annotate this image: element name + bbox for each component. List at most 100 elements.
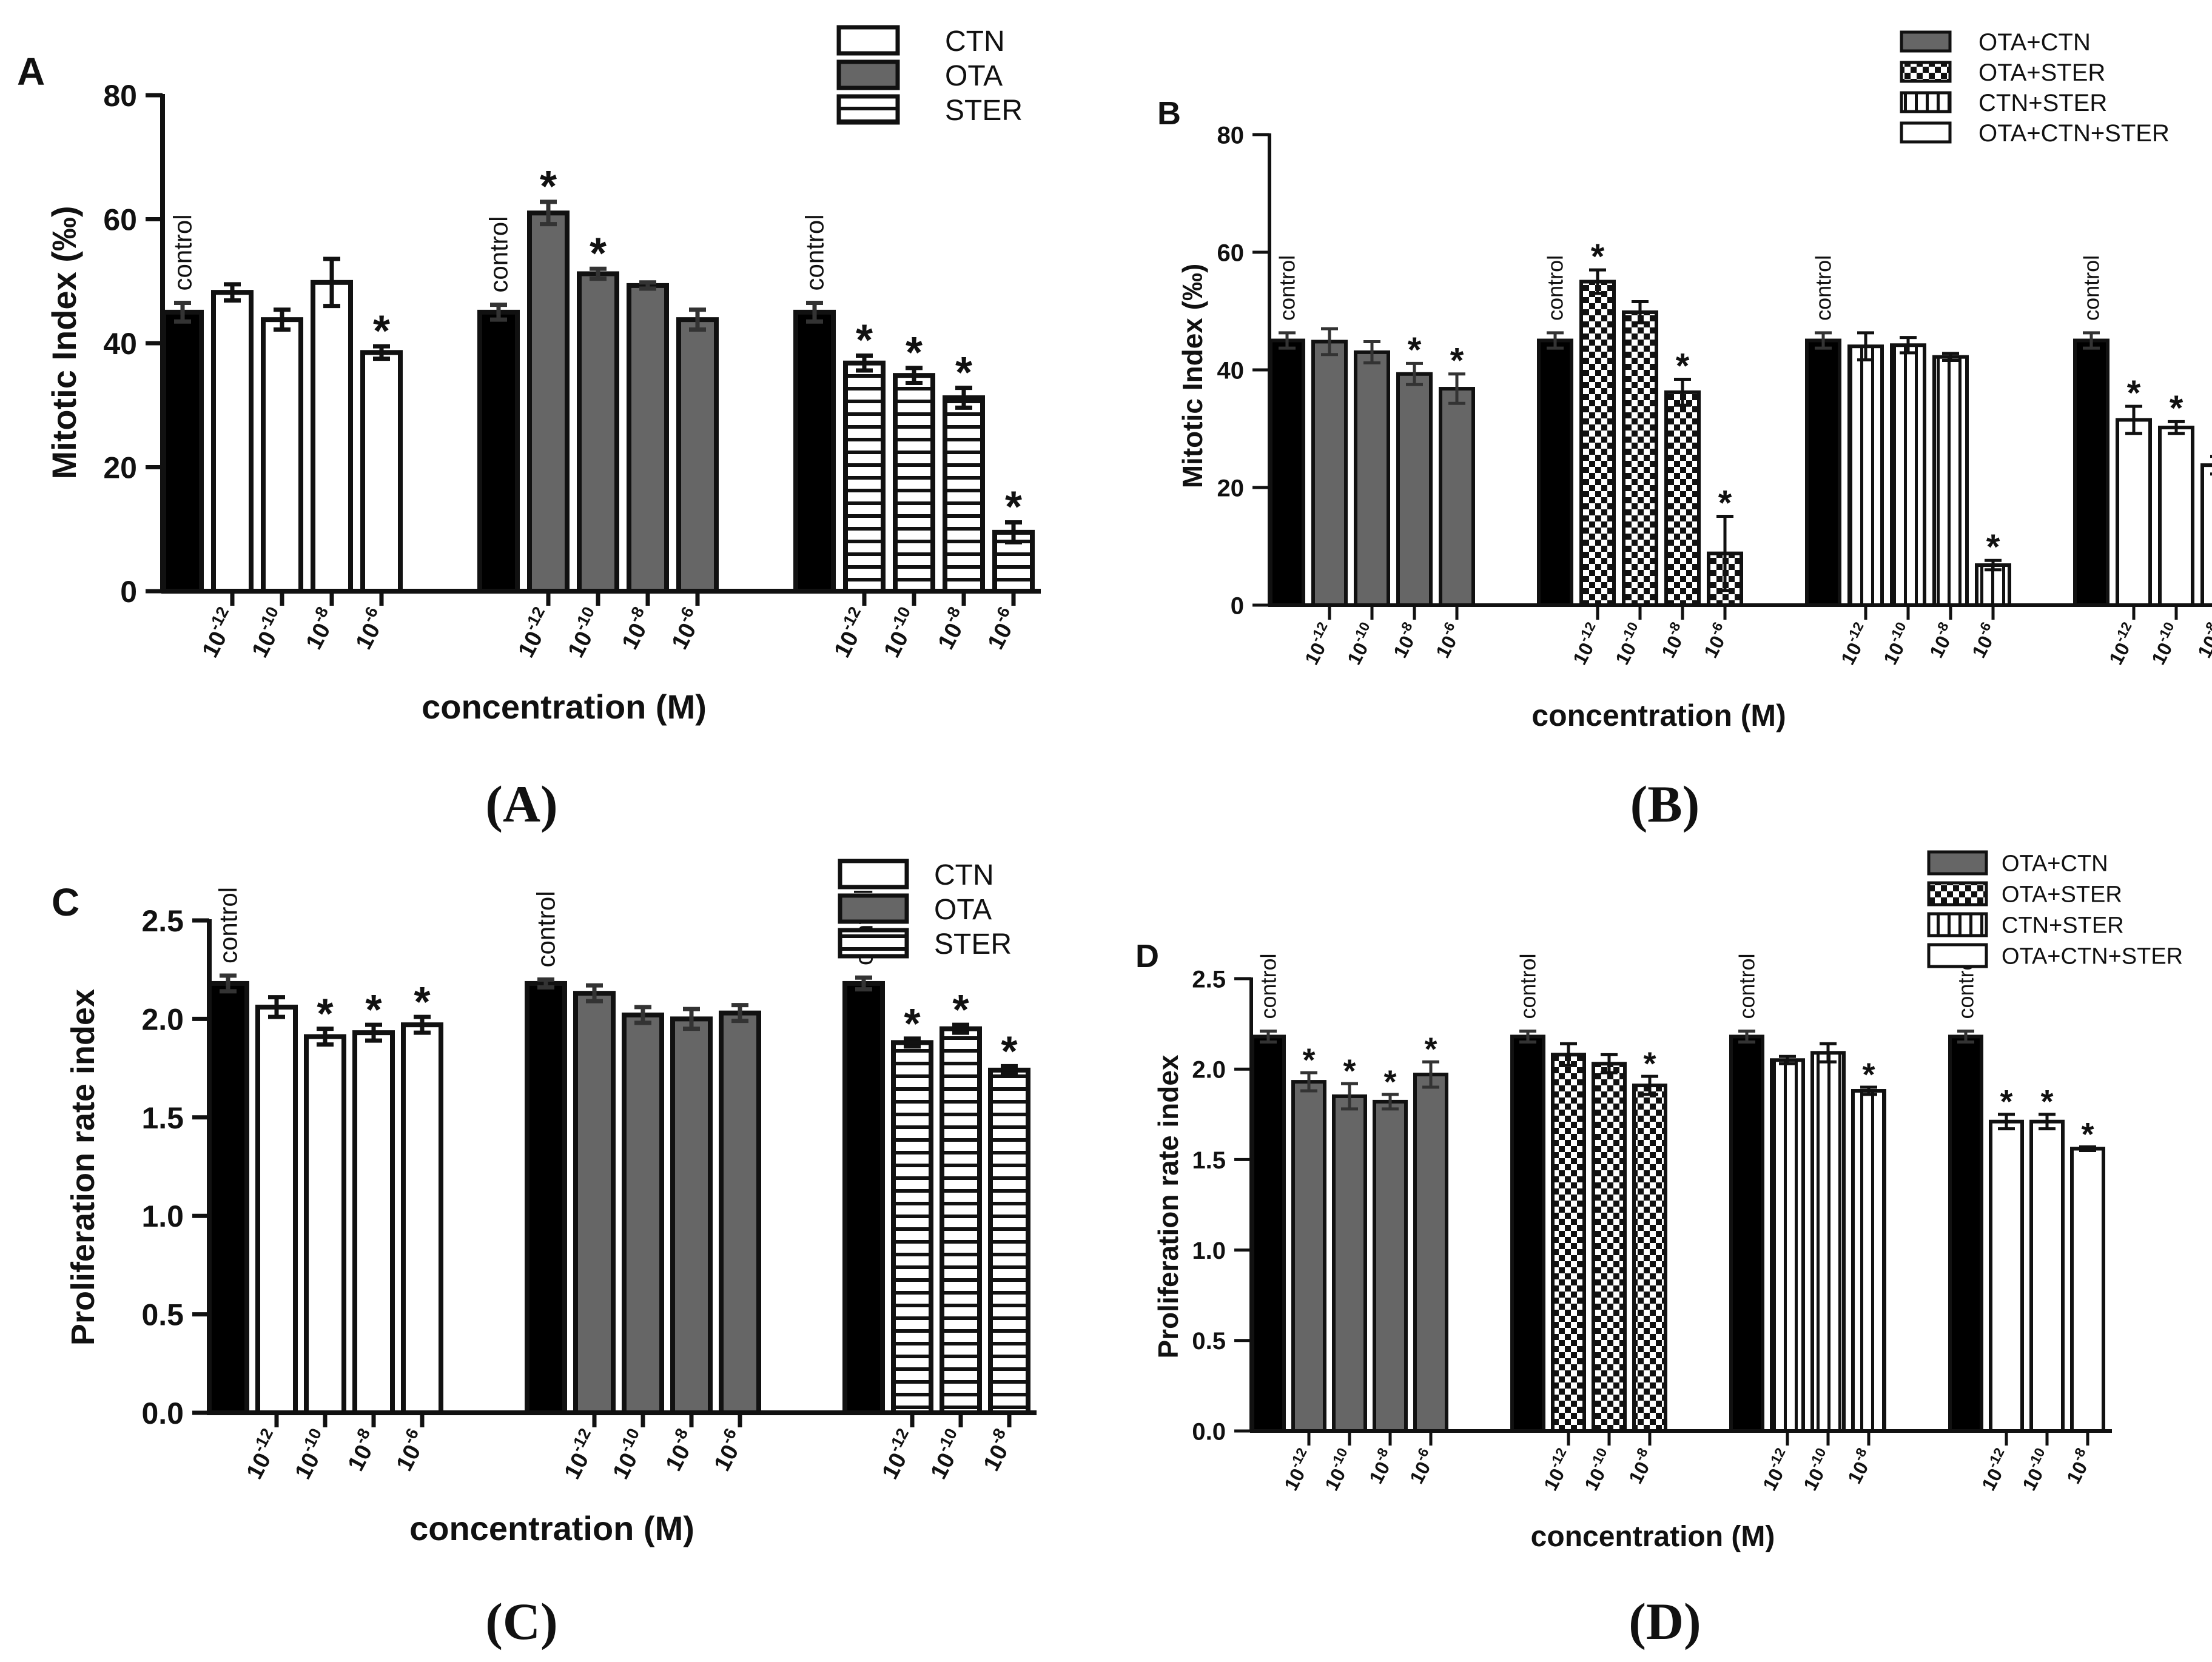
bar-control <box>1510 1034 1545 1433</box>
panel-letter: B <box>1157 95 1181 132</box>
bar-control <box>1269 338 1305 607</box>
control-label: control <box>2079 255 2104 321</box>
legend-swatch <box>836 94 900 125</box>
significance-star: * <box>1676 346 1690 386</box>
x-tick-label: 10-6 <box>1402 1445 1440 1487</box>
x-tick-label: 10-12 <box>554 1425 605 1483</box>
y-axis-label: Mitotic Index (‰) <box>45 206 83 479</box>
y-tick-label: 2.0 <box>141 1002 184 1036</box>
x-tick-label: 10-8 <box>338 1425 385 1475</box>
x-tick-label: 10-8 <box>656 1425 702 1475</box>
legend-swatch <box>836 25 900 56</box>
panel-letter: C <box>52 880 79 924</box>
legend-label: STER <box>945 95 1023 127</box>
bar <box>1632 1084 1667 1433</box>
control-label: control <box>485 216 513 293</box>
x-tick-label: 10-10 <box>603 1425 654 1483</box>
y-tick-label: 20 <box>103 451 137 485</box>
legend-label: OTA <box>945 60 1003 92</box>
bar <box>670 1016 713 1415</box>
significance-star: * <box>1986 528 2000 567</box>
x-tick-label: 10-8 <box>1385 619 1424 662</box>
y-tick-label: 80 <box>1217 122 1245 149</box>
panel-caption: (C) <box>485 1592 557 1650</box>
bar-control <box>842 980 885 1416</box>
bar <box>2070 1147 2105 1433</box>
significance-star: * <box>1383 1064 1396 1100</box>
x-tick-label: 10-12 <box>1276 1445 1319 1494</box>
y-tick-label: 0.0 <box>1192 1418 1226 1445</box>
legend-label: STER <box>934 928 1012 960</box>
bar <box>360 350 403 594</box>
bar <box>1847 344 1884 607</box>
legend-swatch <box>1927 912 1988 937</box>
bar <box>1989 1119 2024 1433</box>
legend-swatch <box>838 893 909 924</box>
x-tick-label: 10-8 <box>1653 619 1692 662</box>
x-tick-label: 10-12 <box>1833 619 1875 668</box>
y-tick-label: 2.0 <box>1192 1057 1226 1084</box>
x-tick-label: 10-8 <box>929 603 975 654</box>
significance-star: * <box>365 986 382 1033</box>
bar <box>1311 340 1348 607</box>
bar <box>1579 280 1616 607</box>
bar <box>1439 387 1475 607</box>
bar <box>2029 1119 2065 1433</box>
legend-label: OTA+CTN <box>2002 851 2108 877</box>
bar <box>676 317 719 594</box>
bar-control <box>207 980 249 1416</box>
x-tick-label: 10-6 <box>346 603 392 654</box>
control-label: control <box>1516 953 1541 1019</box>
y-tick-label: 40 <box>1217 357 1245 384</box>
y-tick-label: 0.5 <box>1192 1328 1226 1355</box>
bar-control <box>1729 1034 1764 1433</box>
bar <box>719 1010 761 1415</box>
legend-label: OTA+STER <box>2002 882 2122 908</box>
bar-group-ster: control*10-12*10-10*10-8 <box>842 889 1030 1483</box>
control-label: control <box>1275 255 1300 321</box>
legend-swatch <box>836 59 900 90</box>
bar <box>527 210 570 594</box>
significance-star: * <box>540 163 557 211</box>
significance-star: * <box>2081 1116 2094 1153</box>
x-tick-label: 10-8 <box>297 603 343 654</box>
y-axis-label: Proliferation rate index <box>65 989 101 1345</box>
bar <box>1291 1080 1326 1433</box>
legend-swatch <box>1927 943 1988 968</box>
bar-control <box>2073 338 2109 607</box>
bar <box>1413 1073 1448 1433</box>
y-tick-label: 80 <box>103 79 137 113</box>
x-tick-label: 10-12 <box>508 603 559 662</box>
bar <box>1551 1053 1586 1433</box>
bar <box>988 1067 1030 1415</box>
panel-letter: D <box>1135 938 1159 974</box>
panel-caption: (D) <box>1629 1592 1701 1650</box>
bar-group-ota-ctn-ster: control*10-12*10-10*10-8 <box>1948 953 2105 1494</box>
x-axis-label: concentration (M) <box>1531 1521 1775 1553</box>
significance-star: * <box>590 230 607 278</box>
bar <box>1851 1089 1886 1433</box>
control-label: control <box>169 214 197 290</box>
bar <box>1592 1062 1627 1433</box>
bar <box>940 1026 982 1415</box>
x-tick-label: 10-10 <box>921 1425 972 1483</box>
x-tick-label: 10-8 <box>1921 619 1960 662</box>
bar-group-ster: control * 10-12 * 10-10 * 10-8 * 10-6 <box>793 214 1035 662</box>
bar <box>627 283 669 594</box>
bar <box>255 1004 298 1415</box>
y-tick-label: 0 <box>120 575 137 609</box>
bar-control <box>525 980 567 1416</box>
bar-group-ota-ctn: control * 10-12 * 10-10 * 10-8 * 10-6 <box>1251 953 1448 1494</box>
bar <box>577 271 619 594</box>
significance-star: * <box>904 1000 921 1047</box>
significance-star: * <box>1005 483 1022 532</box>
significance-star: * <box>955 349 972 397</box>
bar-control <box>161 309 204 594</box>
x-tick-label: 10-12 <box>1974 1445 2016 1494</box>
significance-star: * <box>1862 1056 1875 1093</box>
x-tick-label: 10-8 <box>974 1425 1020 1475</box>
